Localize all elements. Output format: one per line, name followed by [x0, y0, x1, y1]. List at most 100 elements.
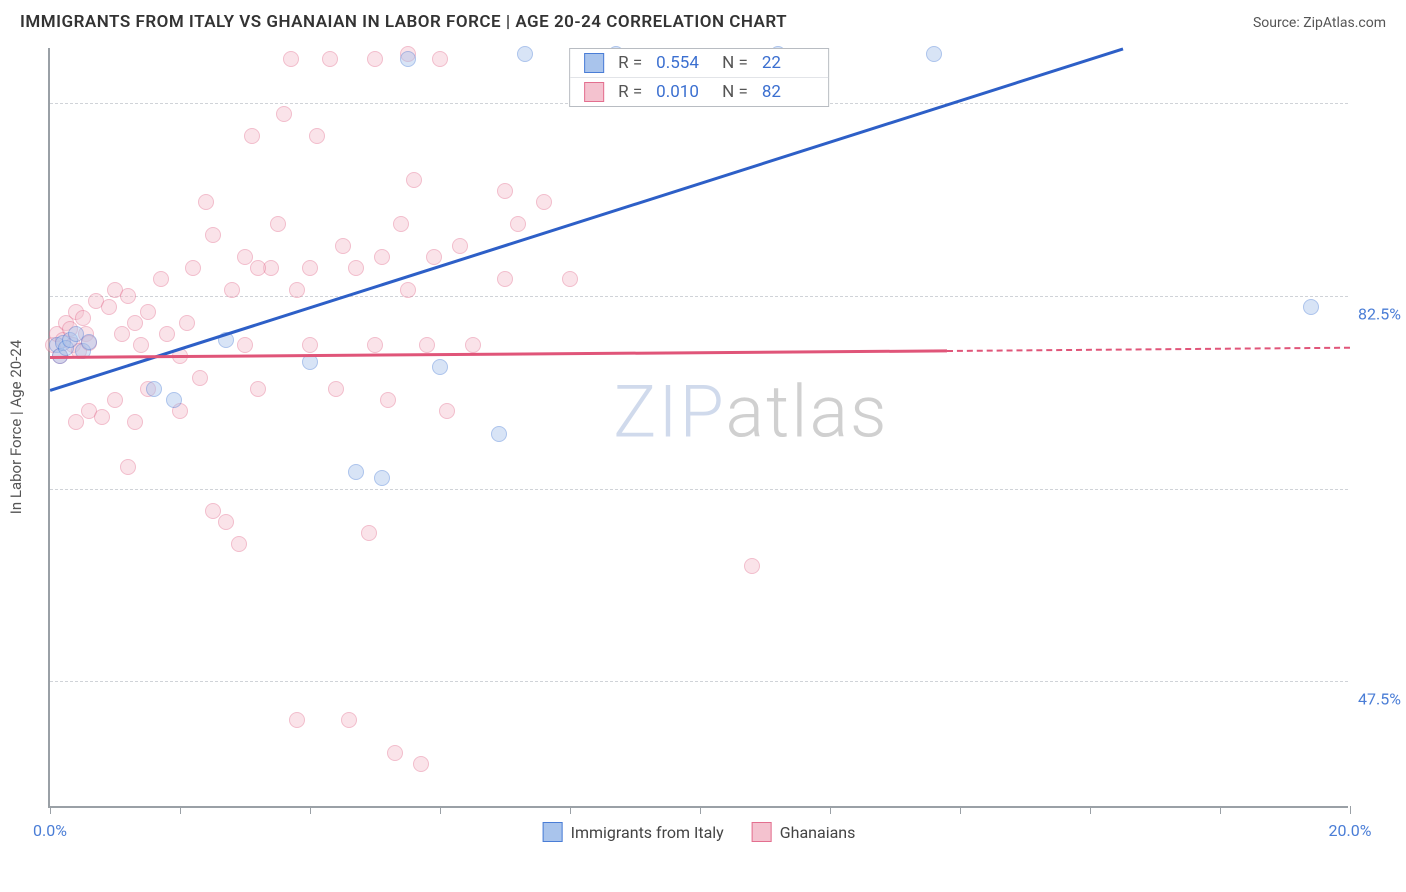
- data-point-ghana: [536, 194, 552, 210]
- data-point-italy: [432, 359, 448, 375]
- r-label: R =: [618, 82, 642, 102]
- data-point-ghana: [237, 337, 253, 353]
- data-point-ghana: [367, 51, 383, 67]
- data-point-ghana: [452, 238, 468, 254]
- n-value-ghana: 82: [762, 82, 814, 102]
- data-point-ghana: [289, 712, 305, 728]
- data-point-ghana: [497, 271, 513, 287]
- data-point-italy: [400, 51, 416, 67]
- x-tick: [960, 806, 961, 814]
- data-point-ghana: [153, 271, 169, 287]
- data-point-ghana: [107, 392, 123, 408]
- data-point-ghana: [302, 337, 318, 353]
- data-point-ghana: [387, 745, 403, 761]
- source-value: ZipAtlas.com: [1303, 15, 1386, 31]
- data-point-ghana: [198, 194, 214, 210]
- data-point-ghana: [465, 337, 481, 353]
- data-point-ghana: [244, 128, 260, 144]
- data-point-ghana: [426, 249, 442, 265]
- data-point-ghana: [302, 260, 318, 276]
- x-tick: [1090, 806, 1091, 814]
- data-point-italy: [146, 381, 162, 397]
- data-point-ghana: [75, 310, 91, 326]
- data-point-ghana: [374, 249, 390, 265]
- data-point-ghana: [400, 282, 416, 298]
- x-tick: [50, 806, 51, 814]
- data-point-ghana: [224, 282, 240, 298]
- data-point-ghana: [276, 106, 292, 122]
- data-point-ghana: [744, 558, 760, 574]
- data-point-ghana: [361, 525, 377, 541]
- data-point-ghana: [127, 315, 143, 331]
- data-point-ghana: [406, 172, 422, 188]
- data-point-ghana: [192, 370, 208, 386]
- n-label: N =: [722, 53, 748, 73]
- data-point-ghana: [309, 128, 325, 144]
- swatch-italy: [543, 822, 563, 842]
- data-point-ghana: [419, 337, 435, 353]
- chart-title: IMMIGRANTS FROM ITALY VS GHANAIAN IN LAB…: [20, 12, 787, 32]
- x-tick: [310, 806, 311, 814]
- watermark-zip: ZIP: [613, 369, 725, 454]
- data-point-ghana: [497, 183, 513, 199]
- data-point-ghana: [205, 227, 221, 243]
- data-point-italy: [926, 46, 942, 62]
- n-value-italy: 22: [762, 53, 814, 73]
- data-point-ghana: [562, 271, 578, 287]
- data-point-ghana: [283, 51, 299, 67]
- n-label: N =: [722, 82, 748, 102]
- scatter-chart: ZIPatlas In Labor Force | Age 20-24 R = …: [48, 48, 1348, 808]
- data-point-ghana: [250, 381, 266, 397]
- gridline-h: [50, 296, 1348, 297]
- data-point-ghana: [101, 299, 117, 315]
- data-point-italy: [348, 464, 364, 480]
- data-point-ghana: [114, 326, 130, 342]
- x-tick: [1220, 806, 1221, 814]
- x-tick: [180, 806, 181, 814]
- data-point-italy: [81, 334, 97, 350]
- swatch-ghana: [584, 82, 604, 102]
- data-point-ghana: [179, 315, 195, 331]
- y-tick-label: 82.5%: [1358, 304, 1406, 323]
- data-point-ghana: [231, 536, 247, 552]
- data-point-ghana: [380, 392, 396, 408]
- swatch-ghana: [752, 822, 772, 842]
- series-legend: Immigrants from Italy Ghanaians: [543, 822, 856, 842]
- legend-item-ghana: Ghanaians: [752, 822, 856, 842]
- data-point-ghana: [250, 260, 266, 276]
- data-point-ghana: [270, 216, 286, 232]
- gridline-h: [50, 489, 1348, 490]
- data-point-ghana: [68, 414, 84, 430]
- data-point-ghana: [348, 260, 364, 276]
- x-tick: [700, 806, 701, 814]
- r-value-ghana: 0.010: [656, 82, 708, 102]
- data-point-ghana: [120, 459, 136, 475]
- x-tick: [1350, 806, 1351, 814]
- data-point-ghana: [185, 260, 201, 276]
- data-point-italy: [517, 46, 533, 62]
- data-point-ghana: [341, 712, 357, 728]
- watermark: ZIPatlas: [613, 369, 888, 454]
- data-point-ghana: [127, 414, 143, 430]
- y-axis-title: In Labor Force | Age 20-24: [7, 340, 25, 514]
- data-point-ghana: [289, 282, 305, 298]
- legend-label-italy: Immigrants from Italy: [571, 823, 724, 842]
- legend-item-italy: Immigrants from Italy: [543, 822, 724, 842]
- data-point-ghana: [328, 381, 344, 397]
- x-tick: [440, 806, 441, 814]
- trendline-ghana-ext: [947, 346, 1350, 351]
- data-point-italy: [1303, 299, 1319, 315]
- data-point-ghana: [218, 514, 234, 530]
- data-point-ghana: [335, 238, 351, 254]
- data-point-ghana: [367, 337, 383, 353]
- data-point-ghana: [322, 51, 338, 67]
- x-tick-label: 20.0%: [1329, 821, 1372, 840]
- data-point-ghana: [133, 337, 149, 353]
- r-value-italy: 0.554: [656, 53, 708, 73]
- watermark-atlas: atlas: [726, 369, 889, 454]
- legend-label-ghana: Ghanaians: [780, 823, 856, 842]
- source-prefix: Source:: [1253, 15, 1303, 31]
- data-point-ghana: [94, 409, 110, 425]
- data-point-ghana: [159, 326, 175, 342]
- source-label: Source: ZipAtlas.com: [1253, 15, 1386, 31]
